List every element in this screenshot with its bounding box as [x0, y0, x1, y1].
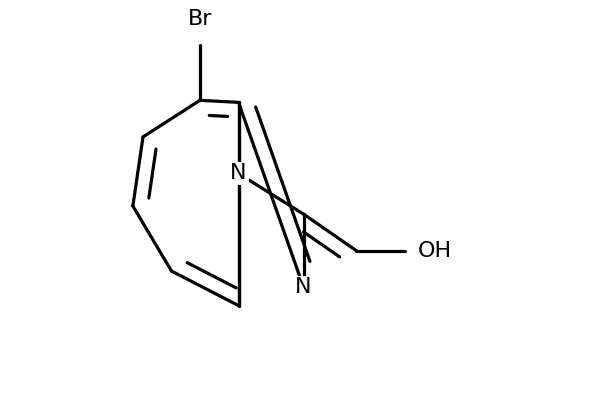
Text: N: N: [295, 277, 312, 297]
Text: OH: OH: [418, 241, 452, 261]
Text: N: N: [230, 164, 247, 183]
Text: Br: Br: [187, 9, 212, 29]
